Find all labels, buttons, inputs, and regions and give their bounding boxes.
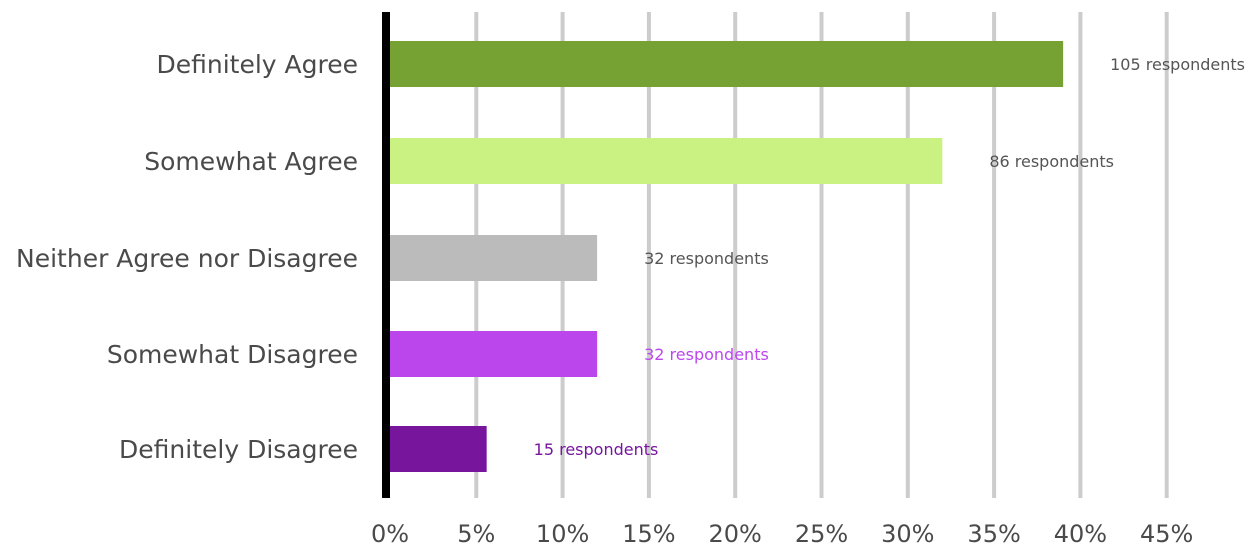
bar-definitely-agree	[390, 41, 1064, 87]
bar-neither-agree-nor-disagree	[390, 235, 598, 281]
x-tick-label: 0%	[371, 520, 409, 548]
data-label: 105 respondents	[1110, 55, 1245, 74]
category-label: Somewhat Disagree	[107, 340, 358, 369]
x-tick-label: 20%	[709, 520, 762, 548]
bar-definitely-disagree	[390, 426, 487, 472]
x-tick-label: 30%	[881, 520, 934, 548]
bar-somewhat-disagree	[390, 331, 598, 377]
bar-somewhat-agree	[390, 138, 943, 184]
x-tick-label: 25%	[795, 520, 848, 548]
category-labels: Definitely Agree Somewhat Agree Neither Ag…	[16, 50, 358, 464]
x-tick-labels: 0% 5% 10% 15% 20% 25% 30% 35% 40% 45%	[371, 520, 1193, 548]
data-label: 15 respondents	[534, 440, 659, 459]
category-label: Somewhat Agree	[144, 147, 358, 176]
x-tick-label: 15%	[622, 520, 675, 548]
category-label: Definitely Agree	[156, 50, 358, 79]
category-label: Neither Agree nor Disagree	[16, 244, 358, 273]
data-label: 32 respondents	[644, 249, 769, 268]
x-tick-label: 35%	[967, 520, 1020, 548]
bars	[390, 41, 1064, 472]
x-tick-label: 40%	[1054, 520, 1107, 548]
x-tick-label: 10%	[536, 520, 589, 548]
x-tick-label: 45%	[1140, 520, 1193, 548]
data-label: 32 respondents	[644, 345, 769, 364]
data-label: 86 respondents	[989, 152, 1114, 171]
data-labels: 105 respondents 86 respondents 32 responde…	[534, 55, 1245, 459]
category-label: Definitely Disagree	[119, 435, 358, 464]
gridlines	[474, 12, 1169, 498]
x-tick-label: 5%	[457, 520, 495, 548]
